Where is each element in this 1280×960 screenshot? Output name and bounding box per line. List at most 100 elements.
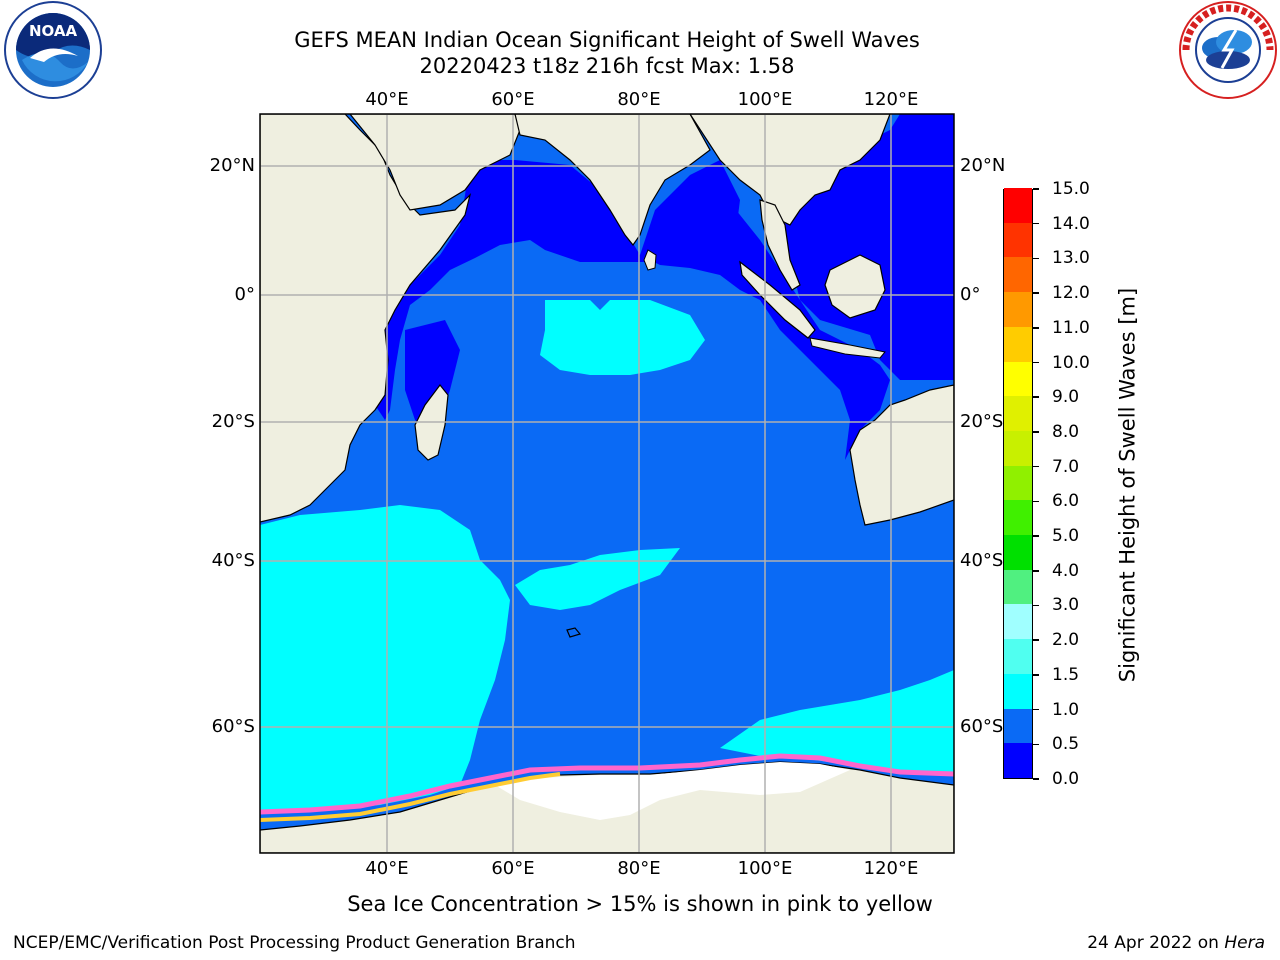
colorbar-tick: [1033, 431, 1039, 433]
footer-machine: Hera: [1224, 933, 1265, 953]
colorbar-segment: [1004, 361, 1032, 397]
colorbar-segment: [1004, 326, 1032, 362]
sumatra-land: [739, 260, 816, 339]
colorbar-segment: [1004, 673, 1032, 709]
lon-label-top: 120°E: [863, 89, 919, 110]
deep-swell-arabian-sea: [345, 160, 740, 440]
lat-label-left: 0°: [234, 284, 255, 305]
lon-label-top: 100°E: [737, 89, 793, 110]
lat-label-left: 40°S: [211, 550, 255, 571]
colorbar-segment: [1004, 742, 1032, 778]
colorbar-tick: [1033, 327, 1039, 329]
sea-ice-edge: [260, 753, 954, 815]
colorbar-tick-label: 0.5: [1052, 734, 1080, 755]
colorbar-tick-label: 0.0: [1052, 769, 1080, 789]
colorbar-tick-label: 15.0: [1052, 179, 1090, 199]
colorbar-tick-label: 7.0: [1052, 456, 1080, 477]
colorbar-tick-label: 9.0: [1052, 387, 1080, 408]
colorbar-tick: [1033, 465, 1039, 468]
footer-date-text: 24 Apr 2022 on: [1087, 933, 1219, 953]
lon-label-bottom: 40°E: [365, 858, 409, 879]
cyan-swell-equatorial: [540, 300, 705, 375]
svg-text:NOAA: NOAA: [29, 22, 78, 40]
lat-label-right: 20°S: [960, 411, 1004, 432]
kerguelen-island: [566, 627, 582, 638]
colorbar-tick: [1033, 604, 1039, 607]
lat-label-right: 0°: [960, 284, 981, 305]
cyan-swell-south-west: [260, 505, 510, 812]
deep-swell-bay-of-bengal: [640, 190, 890, 460]
lon-label-bottom: 80°E: [617, 858, 661, 879]
colorbar-tick: [1033, 222, 1039, 225]
colorbar-tick: [1033, 570, 1039, 572]
colorbar-segment: [1004, 603, 1032, 640]
australia-land: [849, 384, 954, 526]
colorbar-tick-label: 5.0: [1052, 526, 1080, 547]
colorbar-tick-label: 14.0: [1052, 213, 1090, 234]
southeast-asia-land: [689, 114, 891, 226]
sea-ice-shelf: [495, 762, 850, 820]
colorbar-tick: [1033, 708, 1039, 711]
colorbar-segment: [1004, 534, 1032, 570]
colorbar-tick-label: 3.0: [1052, 595, 1080, 616]
colorbar-segment: [1004, 569, 1032, 605]
lat-label-right: 20°N: [960, 155, 1006, 176]
colorbar-tick: [1033, 361, 1039, 364]
colorbar-tick: [1033, 674, 1039, 676]
colorbar-tick-label: 12.0: [1052, 283, 1090, 304]
colorbar-segment: [1004, 222, 1032, 258]
map-frame: [259, 113, 955, 854]
colorbar-tick: [1033, 188, 1039, 190]
deep-swell-madagascar: [405, 320, 460, 440]
colorbar-tick: [1033, 257, 1039, 260]
cyan-swell-south-east: [720, 670, 954, 772]
colorbar-segment: [1004, 499, 1032, 536]
lon-label-bottom: 120°E: [863, 858, 919, 879]
colorbar-tick: [1033, 743, 1039, 746]
colorbar-tick-label: 6.0: [1052, 491, 1080, 512]
colorbar-tick-label: 11.0: [1052, 317, 1090, 338]
noaa-logo: NOAA: [4, 1, 102, 99]
map-subtitle: 20220423 t18z 216h fcst Max: 1.58: [419, 54, 795, 78]
colorbar-tick: [1033, 535, 1039, 537]
lon-label-top: 40°E: [365, 89, 409, 110]
colorbar-tick: [1033, 639, 1039, 641]
colorbar-segment: [1004, 291, 1032, 327]
colorbar-tick: [1033, 292, 1039, 294]
colorbar-segment: [1004, 187, 1032, 223]
colorbar-tick-label: 1.5: [1052, 664, 1080, 685]
colorbar-tick: [1033, 396, 1039, 398]
colorbar-title: Significant Height of Swell Waves [m]: [1115, 287, 1140, 683]
sea-ice-note: Sea Ice Concentration > 15% is shown in …: [347, 892, 933, 916]
lat-label-left: 20°S: [211, 411, 255, 432]
gridlines: [260, 114, 954, 853]
sri-lanka-land: [643, 249, 657, 271]
colorbar-segment: [1004, 465, 1032, 501]
map-title: GEFS MEAN Indian Ocean Significant Heigh…: [294, 28, 920, 52]
sea-ice-edge-yellow: [260, 772, 561, 822]
colorbar-tick: [1033, 500, 1039, 503]
lon-label-bottom: 60°E: [491, 858, 535, 879]
java-land: [809, 337, 886, 359]
colorbar-tick-label: 8.0: [1052, 421, 1080, 442]
colorbar-tick-label: 4.0: [1052, 560, 1080, 581]
colorbar-segment: [1004, 395, 1032, 431]
lat-label-left: 20°N: [209, 155, 255, 176]
colorbar-tick-label: 2.0: [1052, 630, 1080, 651]
colorbar-segment: [1004, 256, 1032, 293]
footer-date: 24 Apr 2022 on Hera: [1087, 933, 1265, 953]
india-land: [514, 114, 711, 247]
colorbar-tick: [1033, 778, 1039, 780]
colorbar-segment: [1004, 638, 1032, 674]
nws-logo: [1179, 1, 1277, 99]
lat-label-right: 40°S: [960, 550, 1004, 571]
colorbar-segment: [1004, 708, 1032, 744]
colorbar-tick-label: 10.0: [1052, 352, 1090, 373]
lon-label-bottom: 100°E: [737, 858, 793, 879]
lat-label-left: 60°S: [211, 716, 255, 737]
africa-land: [260, 114, 472, 523]
lon-label-top: 60°E: [491, 89, 535, 110]
colorbar-segment: [1004, 430, 1032, 466]
lon-label-top: 80°E: [617, 89, 661, 110]
